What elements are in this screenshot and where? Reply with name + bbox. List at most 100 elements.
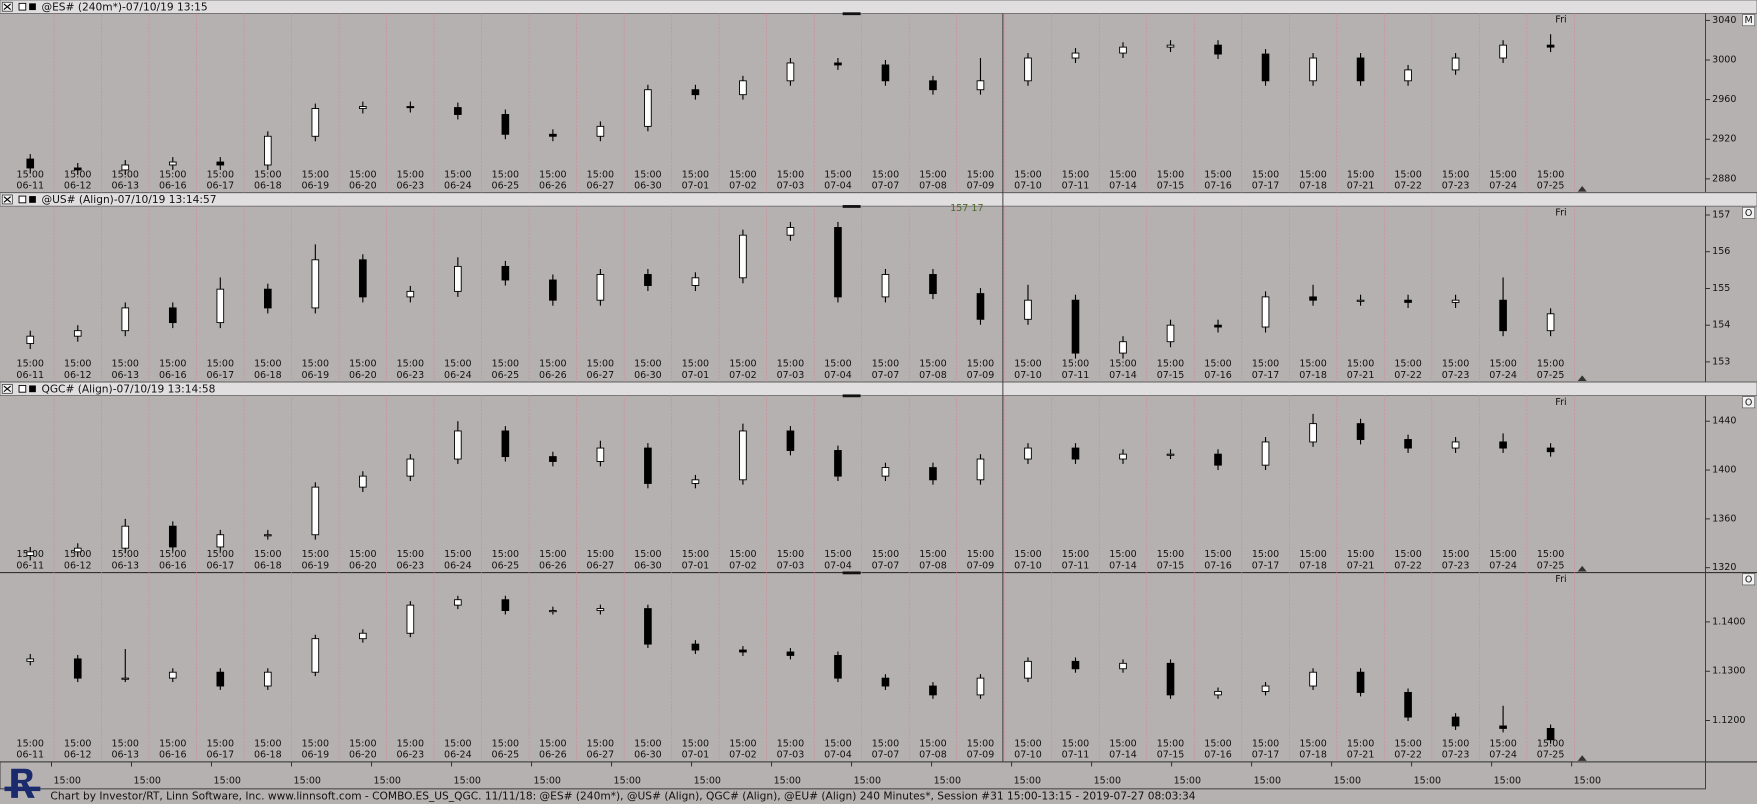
x-date-label: 07-23 [1442, 560, 1470, 571]
candle-body [929, 685, 937, 696]
x-time-label: 15:00 [1252, 359, 1279, 370]
x-date-label: 07-02 [729, 560, 757, 571]
x-time-label: 15:00 [444, 739, 471, 750]
y-tick-label: 155 [1712, 283, 1730, 294]
candle-body [596, 608, 605, 612]
x-date-label: 07-24 [1489, 181, 1517, 192]
candle-body [834, 227, 842, 298]
x-time-label: 15:00 [682, 169, 709, 180]
x-date-label: 07-04 [824, 750, 852, 761]
x-time-label: 15:00 [1157, 739, 1184, 750]
candle-body [168, 307, 177, 324]
pane-button[interactable] [1742, 206, 1756, 219]
candle-body [976, 80, 985, 91]
candle-body [786, 227, 795, 236]
x-time-label: 15:00 [302, 359, 329, 370]
y-tick-label: 1.1200 [1712, 715, 1745, 726]
x-time-label: 15:00 [444, 549, 471, 560]
candle-body [359, 106, 367, 109]
x-time-label: 15:00 [967, 739, 994, 750]
x-date-label: 07-22 [1394, 181, 1422, 192]
candle-body [1214, 690, 1222, 696]
x-time-label: 15:00 [64, 359, 91, 370]
x-time-label: 15:00 [1442, 549, 1469, 560]
x-time-label: 15:00 [112, 739, 139, 750]
x-time-label: 15:00 [587, 359, 614, 370]
y-tick-label: 3000 [1712, 55, 1736, 66]
checkbox[interactable] [18, 195, 27, 204]
x-date-label: 07-08 [919, 560, 947, 571]
x-date-label: 06-18 [254, 370, 282, 381]
candle-body [26, 658, 35, 662]
x-time-label: 15:00 [1489, 739, 1516, 750]
x-time-label: 15:00 [967, 549, 994, 560]
scroll-marker [842, 12, 861, 16]
end-marker [1577, 565, 1587, 572]
x-time-label: 15:00 [1252, 169, 1279, 180]
candle-body [1071, 447, 1080, 460]
time-axis-label: 15:00 [1014, 776, 1041, 787]
x-date-label: 07-22 [1394, 560, 1422, 571]
x-date-label: 07-02 [729, 181, 757, 192]
x-date-label: 06-16 [159, 370, 187, 381]
candle-body [1499, 725, 1507, 729]
x-time-label: 15:00 [824, 359, 851, 370]
x-time-label: 15:00 [824, 739, 851, 750]
candle-body [311, 638, 320, 673]
pane-button[interactable] [1742, 14, 1756, 27]
x-date-label: 07-09 [967, 370, 995, 381]
x-date-label: 06-24 [444, 370, 472, 381]
x-time-label: 15:00 [492, 359, 519, 370]
x-date-label: 07-15 [1157, 560, 1185, 571]
x-time-label: 15:00 [207, 169, 234, 180]
x-date-label: 07-16 [1204, 181, 1232, 192]
y-tick-label: 3040 [1712, 15, 1736, 26]
x-time-label: 15:00 [777, 549, 804, 560]
x-date-label: 06-16 [159, 750, 187, 761]
x-time-label: 15:00 [64, 739, 91, 750]
x-time-label: 15:00 [1109, 549, 1136, 560]
candle-body [739, 80, 747, 96]
candle-body [1214, 324, 1222, 328]
candle-body [1071, 660, 1080, 670]
x-time-label: 15:00 [349, 549, 376, 560]
y-tick-label: 1400 [1712, 465, 1736, 476]
candle-body [168, 161, 177, 166]
candle-body [1024, 299, 1032, 320]
x-date-label: 07-10 [1014, 181, 1042, 192]
x-time-label: 15:00 [207, 739, 234, 750]
pane-button[interactable] [1742, 573, 1756, 586]
x-date-label: 07-11 [1062, 370, 1090, 381]
pane-button[interactable] [1742, 396, 1756, 409]
x-date-label: 07-17 [1252, 370, 1280, 381]
x-time-label: 15:00 [682, 739, 709, 750]
candle-body [644, 447, 652, 484]
y-tick-label: 2960 [1712, 94, 1736, 105]
x-date-label: 06-27 [587, 370, 615, 381]
candle-body [976, 677, 985, 696]
pane-button-label: O [1745, 208, 1753, 219]
candle-body [644, 89, 652, 127]
x-time-label: 15:00 [207, 359, 234, 370]
x-date-label: 07-09 [967, 181, 995, 192]
checkbox[interactable] [18, 385, 27, 393]
x-date-label: 06-19 [301, 181, 329, 192]
candle-body [1119, 662, 1127, 670]
time-axis-label: 15:00 [694, 776, 721, 787]
time-axis-label: 15:00 [134, 776, 161, 787]
x-date-label: 07-08 [919, 750, 947, 761]
y-tick-label: 1.1300 [1712, 666, 1745, 677]
candle-body [1404, 69, 1412, 82]
logo-band [4, 786, 41, 792]
pane-header [0, 192, 1757, 207]
checkbox[interactable] [18, 2, 27, 11]
x-time-label: 15:00 [1394, 549, 1421, 560]
x-date-label: 07-03 [777, 181, 805, 192]
candle-body [834, 654, 842, 679]
x-date-label: 06-12 [64, 560, 92, 571]
candle-body [1451, 299, 1460, 303]
candle-body [739, 234, 747, 279]
x-date-label: 06-23 [397, 370, 425, 381]
x-time-label: 15:00 [729, 359, 756, 370]
x-date-label: 07-11 [1062, 181, 1090, 192]
